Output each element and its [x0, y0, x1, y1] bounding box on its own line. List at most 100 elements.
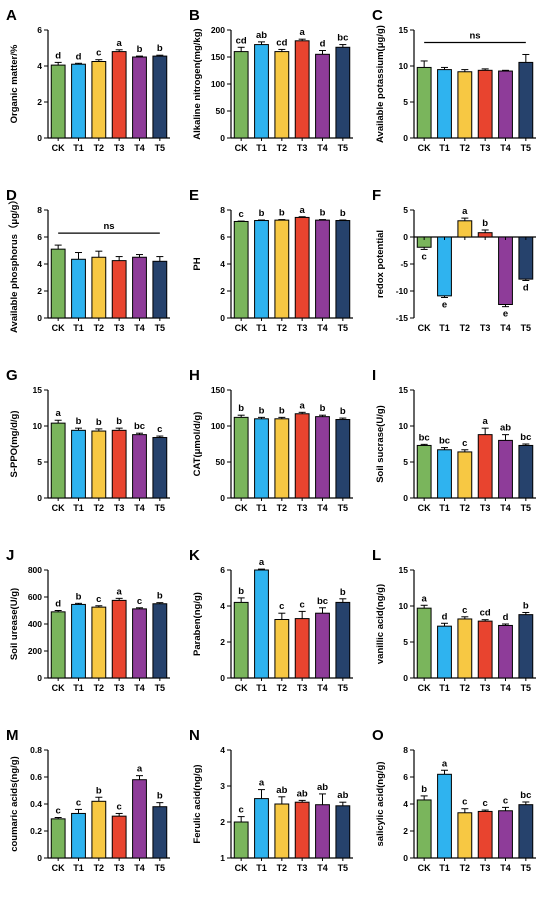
category-label: T5 — [155, 863, 166, 873]
bar-t5 — [518, 61, 534, 139]
category-label: T1 — [256, 143, 267, 153]
significance-label: a — [483, 416, 489, 427]
significance-label: bc — [134, 421, 145, 432]
significance-label: ab — [317, 782, 328, 793]
bar-t4 — [498, 70, 513, 139]
significance-label: bc — [520, 432, 531, 443]
category-label: T1 — [73, 863, 84, 873]
y-tick-label: 4 — [220, 259, 225, 269]
bar-t1 — [437, 69, 452, 139]
significance-label: b — [137, 44, 143, 55]
significance-label: a — [422, 593, 428, 604]
category-label: T4 — [500, 863, 511, 873]
significance-label: ab — [256, 30, 267, 41]
y-axis-label: Paraben(ng/g) — [192, 592, 203, 656]
significance-label: b — [340, 406, 346, 417]
category-label: T5 — [521, 323, 532, 333]
bar-t4 — [498, 810, 513, 859]
significance-label: a — [259, 778, 265, 789]
category-label: T3 — [480, 863, 491, 873]
y-axis-label: salicylic acid(ng/g) — [375, 762, 386, 847]
significance-label: b — [157, 791, 163, 802]
significance-label: c — [157, 424, 162, 435]
significance-label: a — [462, 206, 468, 217]
y-tick-label: 6 — [37, 232, 42, 242]
bar-t2 — [91, 61, 107, 139]
category-label: T4 — [317, 143, 328, 153]
y-tick-label: 200 — [28, 646, 42, 656]
panel-j: J Soil urease(U/g) 0 200 400 600 800 CK d T1 b T2 c T… — [6, 547, 170, 693]
significance-label: c — [462, 797, 467, 808]
significance-label: b — [320, 403, 326, 414]
y-axis-label: CAT(μmol/d/g) — [192, 412, 203, 477]
significance-label: bc — [317, 596, 328, 607]
category-label: CK — [235, 863, 248, 873]
category-label: CK — [52, 683, 65, 693]
bar-t4 — [498, 624, 513, 679]
category-label: T2 — [94, 863, 105, 873]
y-axis-label: vanillic acid(ng/g) — [375, 584, 386, 664]
category-label: T2 — [277, 863, 288, 873]
bar-t3 — [477, 69, 493, 139]
panel-letter: A — [6, 7, 17, 24]
significance-label: c — [117, 801, 122, 812]
significance-label: e — [442, 299, 447, 310]
panel-letter: I — [372, 367, 376, 384]
bar-t5 — [152, 806, 168, 859]
bar-t4 — [498, 439, 513, 499]
significance-label: cd — [480, 608, 491, 619]
bar-t2 — [457, 618, 473, 679]
category-label: CK — [418, 683, 431, 693]
bar-ck — [416, 799, 432, 859]
significance-label: b — [116, 416, 122, 427]
category-label: T1 — [439, 863, 450, 873]
bar-t5 — [152, 55, 168, 139]
panel-letter: H — [189, 367, 200, 384]
y-tick-label: 4 — [403, 799, 408, 809]
category-label: T5 — [338, 683, 349, 693]
bar-t2 — [274, 51, 290, 139]
bar-t2 — [91, 800, 107, 859]
category-label: T3 — [480, 143, 491, 153]
category-label: T3 — [114, 683, 125, 693]
significance-label: b — [259, 208, 265, 219]
y-tick-label: 0 — [37, 493, 42, 503]
bar-t1 — [71, 429, 86, 499]
y-tick-label: 0 — [37, 313, 42, 323]
y-tick-label: 5 — [403, 205, 408, 215]
category-label: T3 — [114, 503, 125, 513]
category-label: T2 — [460, 143, 471, 153]
panel-letter: F — [372, 187, 381, 204]
category-label: T3 — [297, 143, 308, 153]
significance-label: b — [279, 208, 285, 219]
bar-t4 — [132, 434, 147, 499]
significance-label: d — [76, 51, 82, 62]
y-tick-label: 0.2 — [30, 826, 42, 836]
bar-t3 — [294, 216, 310, 319]
y-axis-label: Soil urease(U/g) — [9, 588, 20, 660]
y-axis-label: Available potassium(μg/g) — [375, 25, 386, 143]
bar-t2 — [91, 430, 107, 499]
y-tick-label: 800 — [28, 565, 42, 575]
category-label: CK — [52, 143, 65, 153]
y-axis-label: Available phosphorus（μg/g） — [8, 195, 20, 333]
bar-t5 — [335, 220, 351, 319]
y-tick-label: 8 — [220, 205, 225, 215]
panel-letter: C — [372, 7, 383, 24]
bar-t5 — [335, 419, 351, 499]
panel-letter: M — [6, 727, 19, 744]
category-label: T3 — [297, 863, 308, 873]
significance-label: c — [239, 209, 244, 220]
y-tick-label: 6 — [403, 772, 408, 782]
significance-label: d — [320, 39, 326, 50]
category-label: CK — [235, 143, 248, 153]
y-tick-label: 0 — [403, 232, 408, 242]
significance-label: a — [300, 205, 306, 216]
bar-t5 — [335, 46, 351, 139]
significance-label: b — [259, 405, 265, 416]
y-tick-label: 100 — [211, 421, 225, 431]
category-label: T2 — [94, 683, 105, 693]
